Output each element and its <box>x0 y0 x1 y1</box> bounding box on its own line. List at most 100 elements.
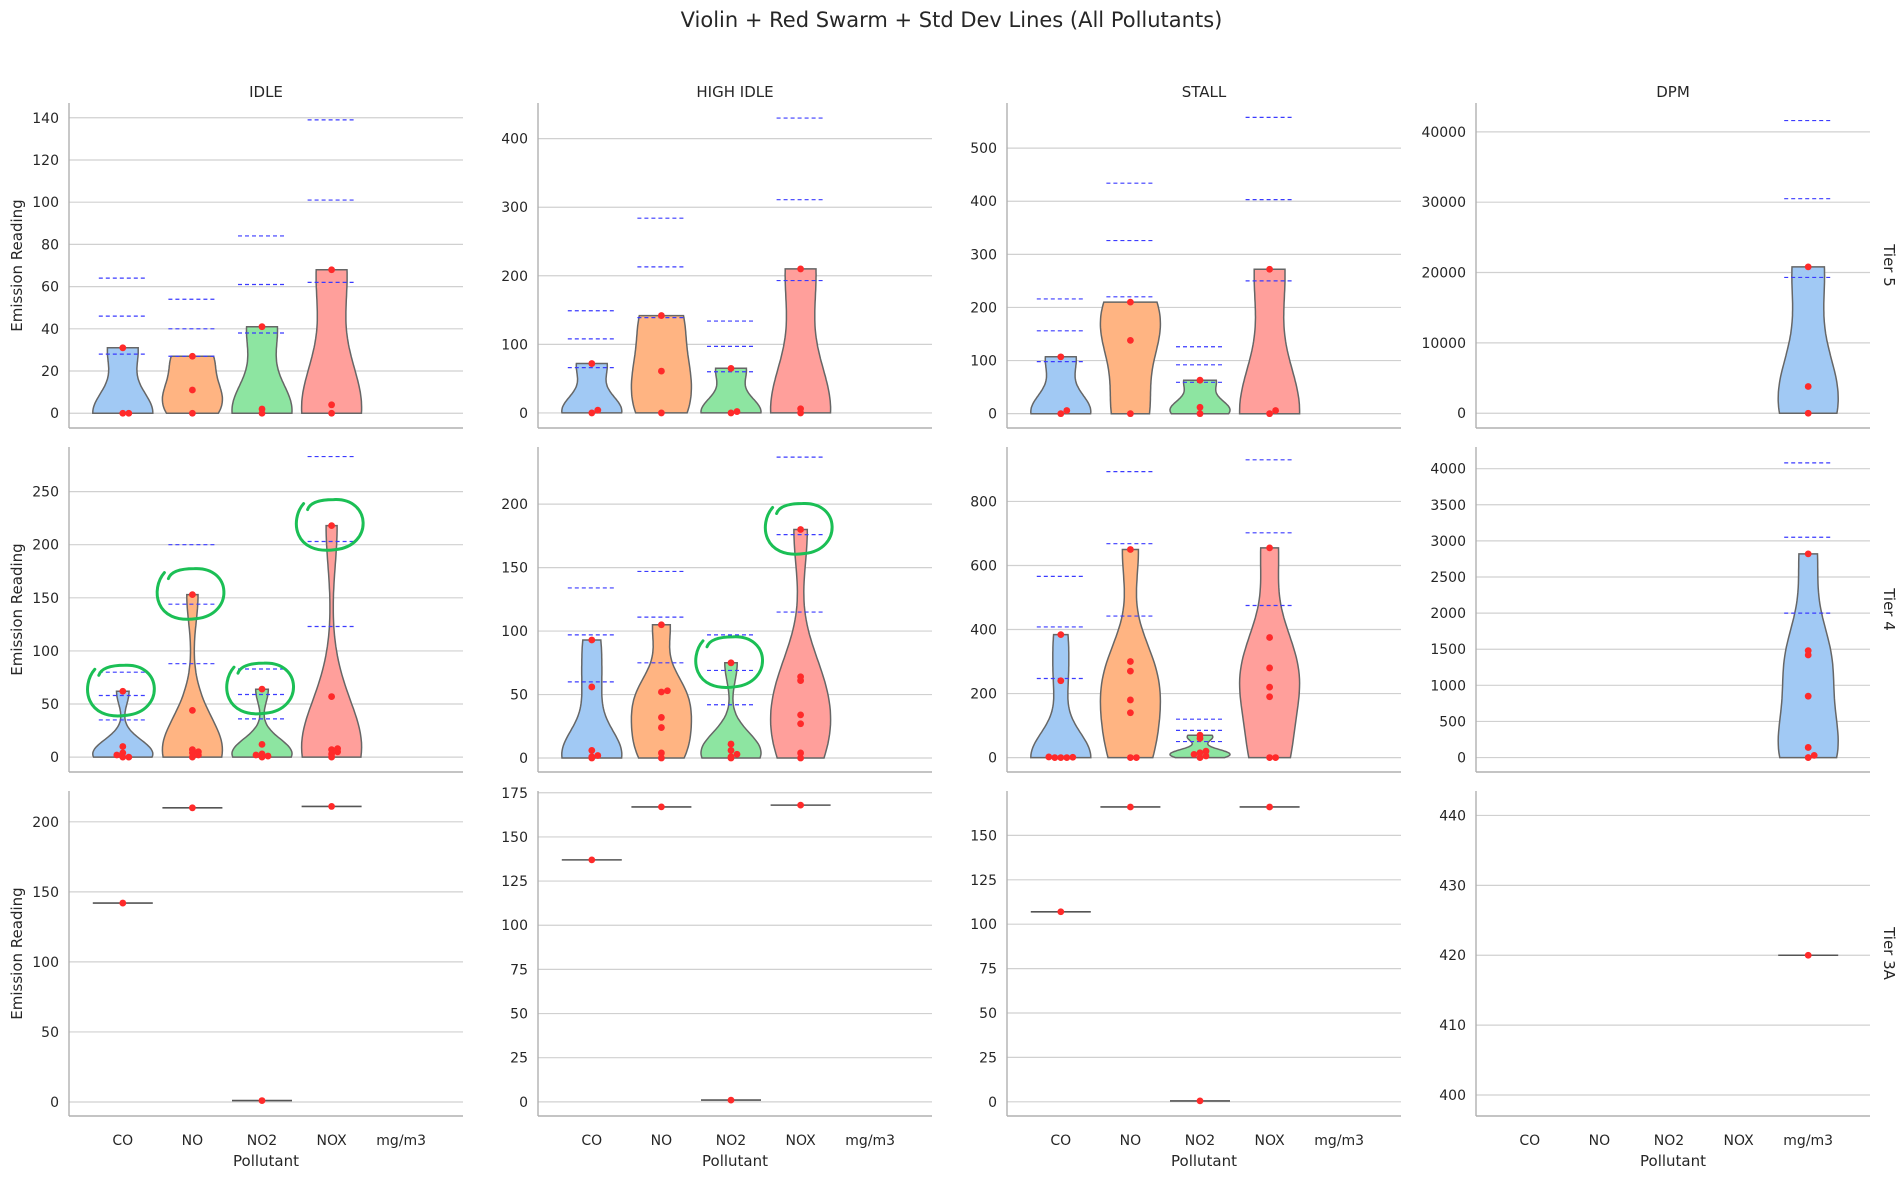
data-point <box>1057 353 1065 361</box>
column-header-high-idle: HIGH IDLE <box>696 83 773 101</box>
data-point <box>658 312 665 319</box>
y-tick-label: 0 <box>1457 751 1466 767</box>
y-tick-label: 410 <box>1439 1018 1466 1034</box>
data-point <box>797 265 804 273</box>
x-tick-label: CO <box>1519 1133 1540 1149</box>
data-point <box>797 754 804 762</box>
data-point <box>1127 709 1134 717</box>
y-tick-label: 0 <box>988 751 997 767</box>
data-point <box>727 740 735 748</box>
annotation-circle <box>155 567 226 621</box>
data-point <box>727 1096 735 1104</box>
y-tick-label: 250 <box>32 485 59 501</box>
y-tick-label: 200 <box>501 497 528 513</box>
data-point <box>113 751 121 759</box>
data-point <box>733 408 741 415</box>
data-point <box>189 706 196 714</box>
data-point <box>258 1097 266 1104</box>
data-point <box>588 683 596 691</box>
y-tick-label: 20 <box>41 364 59 380</box>
y-tick-label: 2000 <box>1430 606 1466 622</box>
data-point <box>1266 754 1273 761</box>
data-point <box>1057 754 1065 761</box>
data-point <box>1266 683 1273 691</box>
panel-tier-3a-idle: 0 50 100 150 200 CO NO NO2 NOX mg/m3 <box>32 791 463 1149</box>
panel-tier-4-idle: 0 50 100 150 200 250 <box>32 447 463 773</box>
data-point <box>1196 749 1204 757</box>
y-tick-label: 150 <box>32 591 59 607</box>
y-tick-label: 400 <box>970 623 997 639</box>
y-tick-label: 100 <box>501 337 528 353</box>
y-tick-label: 60 <box>41 280 59 296</box>
data-point <box>733 750 741 758</box>
violin-no2 <box>231 325 293 414</box>
data-point <box>1051 754 1059 761</box>
y-tick-label: 150 <box>501 561 528 577</box>
data-point <box>195 748 202 756</box>
data-point <box>258 323 266 331</box>
data-point <box>189 386 196 394</box>
x-tick-label: CO <box>112 1133 133 1149</box>
panel-tier-5-dpm: 0 10000 20000 30000 40000 <box>1421 103 1870 429</box>
y-tick-label: 10000 <box>1421 336 1466 352</box>
data-point <box>328 409 335 417</box>
y-tick-label: 400 <box>970 194 997 210</box>
data-point <box>588 636 596 644</box>
data-point <box>658 409 665 417</box>
annotation-circle <box>294 498 365 552</box>
violin-nox <box>769 268 832 414</box>
y-tick-label: 80 <box>41 237 59 253</box>
x-tick-label: mg/m3 <box>376 1133 426 1149</box>
y-tick-label: 50 <box>41 1025 59 1041</box>
panel-tier-4-stall: 0 200 400 600 800 <box>970 447 1401 773</box>
data-point <box>125 409 133 417</box>
data-point <box>727 747 735 754</box>
data-point <box>1127 658 1134 665</box>
x-tick-label: NO2 <box>1185 1133 1215 1149</box>
data-point <box>1804 263 1812 271</box>
data-point <box>1069 753 1077 761</box>
data-point <box>658 621 665 629</box>
data-point <box>258 740 266 748</box>
y-tick-label: 500 <box>970 141 997 157</box>
data-point <box>658 724 665 731</box>
y-tick-label: 100 <box>32 195 59 211</box>
x-tick-label: CO <box>581 1133 602 1149</box>
y-tick-label: 25 <box>510 1051 528 1067</box>
data-point <box>658 714 665 721</box>
x-tick-label: NO2 <box>716 1133 746 1149</box>
y-tick-label: 50 <box>41 697 59 713</box>
data-point <box>727 753 735 761</box>
violin-co <box>1030 356 1092 415</box>
y-axis-label: Emission Reading <box>8 199 26 331</box>
y-tick-label: 0 <box>988 1095 997 1111</box>
y-tick-label: 175 <box>501 786 528 802</box>
data-point <box>588 409 596 417</box>
row-label-tier-4: Tier 4 <box>1880 587 1898 631</box>
column-header-stall: STALL <box>1182 83 1227 101</box>
data-point <box>1127 410 1134 418</box>
data-point <box>119 409 127 417</box>
data-point <box>588 360 596 367</box>
panels: IDLE HIGH IDLE STALL DPM Tier 5 Emission Read… <box>8 83 1898 1170</box>
data-point <box>658 749 665 757</box>
data-point <box>1202 747 1210 755</box>
data-point <box>328 693 335 700</box>
y-tick-label: 100 <box>501 918 528 934</box>
x-axis-label: Pollutant <box>233 1152 299 1170</box>
y-tick-label: 200 <box>970 687 997 703</box>
data-point <box>797 720 804 728</box>
data-point <box>797 749 804 757</box>
y-axis-label: Emission Reading <box>8 543 26 675</box>
data-point <box>1127 754 1134 761</box>
data-point <box>664 687 671 695</box>
data-point <box>588 856 596 864</box>
data-point <box>797 711 804 719</box>
violin-co <box>561 639 623 759</box>
data-point <box>658 367 665 375</box>
data-point <box>588 747 596 754</box>
data-point <box>125 753 133 761</box>
data-point <box>1127 336 1134 344</box>
y-tick-label: 1000 <box>1430 678 1466 694</box>
